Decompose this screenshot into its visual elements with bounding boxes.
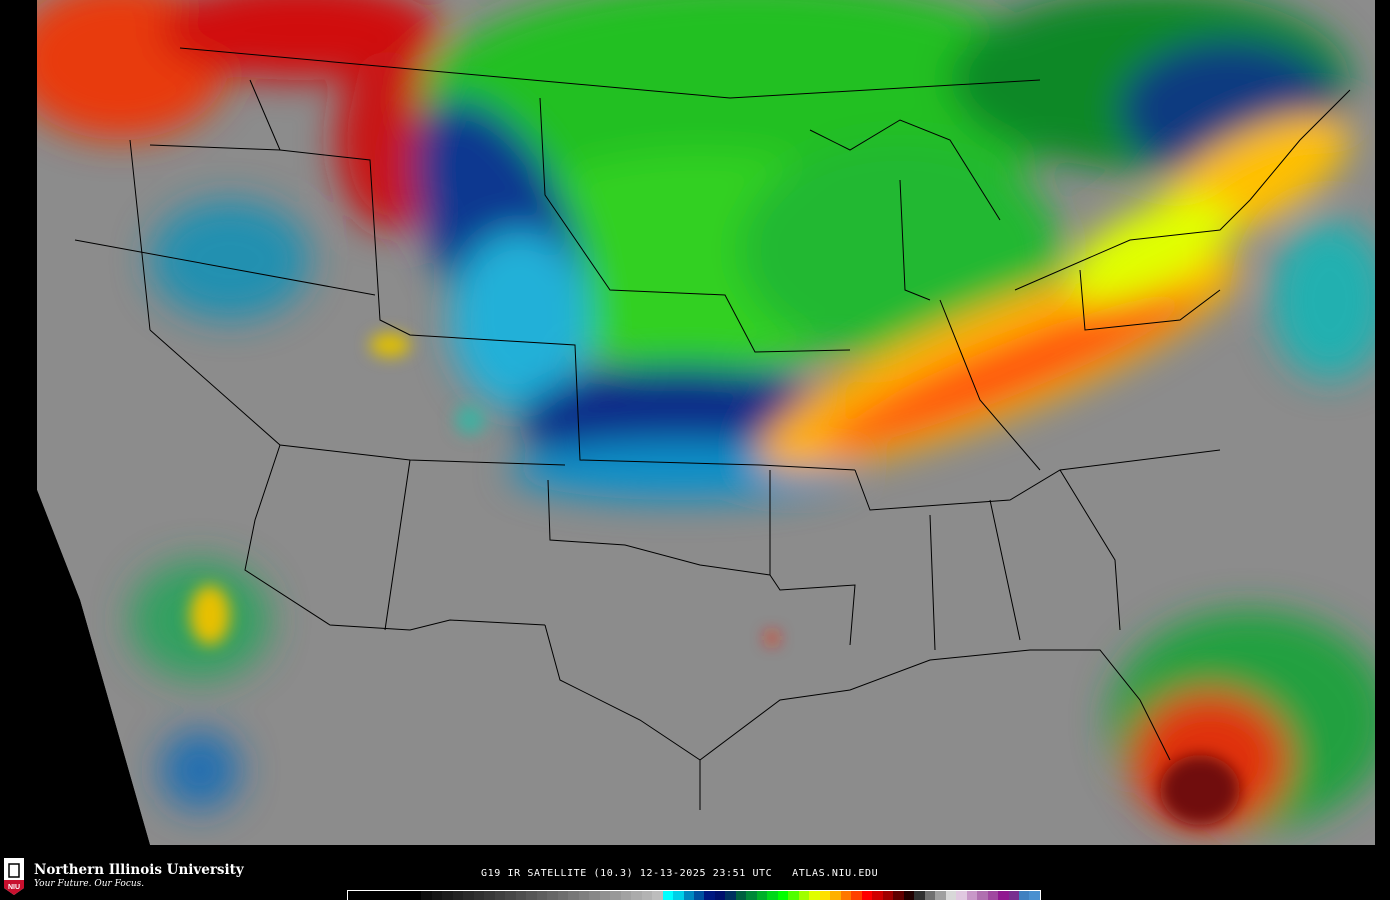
colorbar-swatch xyxy=(987,891,999,900)
colorbar-swatch xyxy=(589,891,600,900)
colorbar-swatch xyxy=(368,891,380,900)
colorbar-swatch xyxy=(756,891,768,900)
colorbar-swatch xyxy=(431,891,443,900)
colorbar-swatch xyxy=(358,891,369,900)
colorbar-swatch xyxy=(798,891,810,900)
colorbar-swatch xyxy=(683,891,694,900)
colorbar-swatch xyxy=(830,891,841,900)
colorbar-swatch xyxy=(819,891,831,900)
colorbar-swatch xyxy=(557,891,569,900)
svg-text:NIU: NIU xyxy=(8,884,20,891)
colorbar-swatch xyxy=(872,891,883,900)
colorbar-swatch xyxy=(924,891,936,900)
colorbar-swatch xyxy=(484,891,495,900)
colorbar-swatch xyxy=(1029,891,1040,900)
colorbar-swatch xyxy=(903,891,915,900)
colorbar-swatch xyxy=(893,891,904,900)
product-caption: G19 IR SATELLITE (10.3) 12-13-2025 23:51… xyxy=(481,868,879,879)
colorbar-swatch xyxy=(882,891,894,900)
colorbar-swatch xyxy=(945,891,957,900)
colorbar-swatch xyxy=(809,891,820,900)
colorbar-swatch xyxy=(526,891,537,900)
university-name: Northern Illinois University xyxy=(34,861,244,878)
colorbar-swatch xyxy=(914,891,925,900)
colorbar-swatch xyxy=(463,891,474,900)
colorbar-swatch xyxy=(515,891,527,900)
colorbar-swatch xyxy=(578,891,590,900)
colorbar-swatch xyxy=(620,891,632,900)
temperature-colorbar xyxy=(347,890,1041,900)
colorbar-swatch xyxy=(400,891,411,900)
colorbar-swatch xyxy=(641,891,653,900)
colorbar-swatch xyxy=(652,891,663,900)
colorbar-swatch xyxy=(746,891,757,900)
colorbar-swatch xyxy=(998,891,1009,900)
colorbar-swatch xyxy=(568,891,579,900)
colorbar-swatch xyxy=(421,891,432,900)
colorbar-swatch xyxy=(452,891,464,900)
niu-logo: NIU Northern Illinois University Your Fu… xyxy=(2,856,244,896)
colorbar-swatch xyxy=(767,891,778,900)
colorbar-swatch xyxy=(536,891,548,900)
colorbar-swatch xyxy=(840,891,852,900)
colorbar-swatch xyxy=(1019,891,1030,900)
colorbar-swatch xyxy=(966,891,978,900)
colorbar-swatch xyxy=(693,891,705,900)
satellite-ir-map xyxy=(37,0,1375,845)
colorbar-swatch xyxy=(956,891,967,900)
colorbar-swatch xyxy=(851,891,862,900)
colorbar-swatch xyxy=(673,891,684,900)
colorbar-swatch xyxy=(599,891,611,900)
colorbar-swatch xyxy=(861,891,873,900)
state-boundaries xyxy=(74,47,1351,810)
colorbar-swatch xyxy=(777,891,789,900)
colorbar-swatch xyxy=(610,891,621,900)
colorbar-swatch xyxy=(714,891,726,900)
colorbar-swatch xyxy=(389,891,401,900)
colorbar-swatch xyxy=(788,891,799,900)
colorbar-swatch xyxy=(410,891,422,900)
colorbar-swatch xyxy=(662,891,674,900)
colorbar-swatch xyxy=(977,891,988,900)
colorbar-swatch xyxy=(547,891,558,900)
colorbar-swatch xyxy=(379,891,390,900)
colorbar-swatch xyxy=(725,891,736,900)
colorbar-swatch xyxy=(442,891,453,900)
colorbar-swatch xyxy=(631,891,642,900)
colorbar-swatch xyxy=(348,891,359,900)
colorbar-swatch xyxy=(505,891,516,900)
colorbar-swatch xyxy=(735,891,747,900)
colorbar-swatch xyxy=(704,891,715,900)
niu-seal-icon: NIU xyxy=(4,858,24,895)
colorbar-swatch xyxy=(494,891,506,900)
university-tagline: Your Future. Our Focus. xyxy=(34,878,145,889)
colorbar-swatch xyxy=(473,891,485,900)
colorbar-swatch xyxy=(935,891,946,900)
colorbar-swatch xyxy=(1008,891,1019,900)
